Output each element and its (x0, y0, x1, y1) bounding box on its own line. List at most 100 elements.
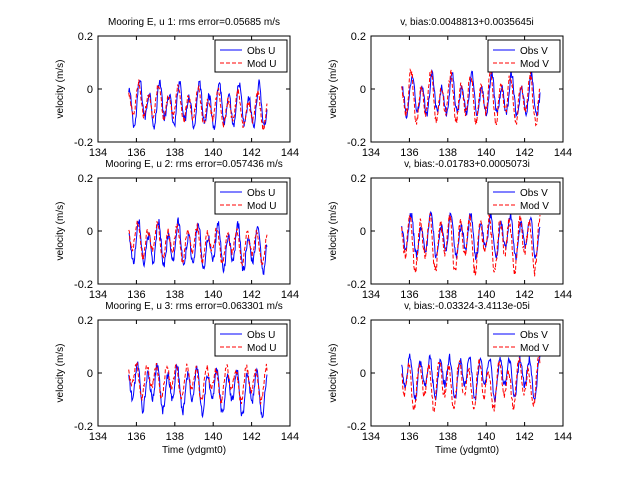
y-axis-label: velocity (m/s) (55, 202, 66, 261)
legend: Obs U Mod U (214, 181, 288, 215)
legend-box (487, 39, 561, 73)
y-tick-label: 0 (87, 368, 93, 380)
x-tick-label: 138 (166, 289, 184, 301)
x-tick-label: 142 (515, 147, 533, 159)
x-tick-label: 142 (242, 431, 260, 443)
series-lines (128, 217, 268, 276)
y-axis-label: velocity (m/s) (55, 344, 66, 403)
chart-title: v, bias:-0.01783+0.0005073i (404, 159, 530, 170)
legend-label: Obs U (247, 46, 275, 57)
y-tick-label: 0 (360, 84, 366, 96)
chart-title: Mooring E, u 1: rms error=0.05685 m/s (108, 17, 280, 28)
x-tick-label: 136 (400, 289, 418, 301)
series-line-obs-v (401, 210, 541, 261)
x-tick-label: 144 (281, 147, 299, 159)
chart-panel-2: 134 136 138 140 142 144 -0.2 0 0.2 v, bias:0.0048… (328, 17, 572, 159)
legend-label: Mod V (520, 59, 549, 70)
y-tick-label: 0.2 (78, 31, 93, 43)
x-tick-label: 138 (166, 147, 184, 159)
chart-title: v, bias:0.0048813+0.0035645i (400, 17, 534, 28)
x-tick-label: 134 (362, 289, 380, 301)
legend-box (214, 39, 288, 73)
x-tick-label: 144 (281, 431, 299, 443)
x-tick-label: 134 (362, 431, 380, 443)
legend-label: Obs V (520, 46, 548, 57)
x-tick-label: 140 (477, 431, 495, 443)
y-tick-label: 0 (360, 226, 366, 238)
x-axis-label: Time (ydgmt0) (435, 445, 499, 456)
series-lines (401, 353, 541, 414)
x-tick-label: 134 (89, 289, 107, 301)
x-axis-label: Time (ydgmt0) (162, 445, 226, 456)
legend-label: Obs V (520, 330, 548, 341)
legend: Obs V Mod V (487, 181, 561, 215)
x-tick-label: 134 (89, 147, 107, 159)
x-tick-label: 142 (515, 289, 533, 301)
legend-label: Obs V (520, 188, 548, 199)
legend-box (487, 323, 561, 357)
x-tick-label: 140 (477, 147, 495, 159)
legend-label: Mod U (247, 201, 276, 212)
y-tick-label: -0.2 (347, 421, 366, 433)
y-tick-label: -0.2 (347, 137, 366, 149)
x-tick-label: 144 (554, 289, 572, 301)
x-tick-label: 138 (166, 431, 184, 443)
x-tick-label: 136 (400, 431, 418, 443)
x-tick-label: 138 (439, 147, 457, 159)
x-tick-label: 144 (554, 147, 572, 159)
series-line-obs-u (128, 361, 268, 419)
x-tick-label: 144 (554, 431, 572, 443)
y-tick-label: 0.2 (351, 173, 366, 185)
y-axis-label: velocity (m/s) (328, 344, 339, 403)
legend-label: Mod U (247, 59, 276, 70)
series-line-mod-v (401, 213, 541, 277)
x-tick-label: 138 (439, 431, 457, 443)
legend: Obs V Mod V (487, 39, 561, 73)
x-tick-label: 140 (477, 289, 495, 301)
y-axis-label: velocity (m/s) (55, 60, 66, 119)
x-tick-label: 144 (281, 289, 299, 301)
y-tick-label: 0.2 (351, 315, 366, 327)
y-tick-label: 0.2 (78, 315, 93, 327)
x-tick-label: 140 (204, 289, 222, 301)
series-line-mod-v (401, 68, 541, 127)
x-tick-label: 140 (204, 147, 222, 159)
series-lines (128, 79, 268, 131)
x-tick-label: 138 (439, 289, 457, 301)
chart-title: v, bias:-0.03324-3.4113e-05i (404, 301, 530, 312)
chart-panel-3: 134 136 138 140 142 144 -0.2 0 0.2 Mooring E, u 2… (55, 159, 299, 301)
legend-box (214, 323, 288, 357)
series-line-mod-u (128, 79, 268, 131)
y-tick-label: -0.2 (347, 279, 366, 291)
series-lines (128, 361, 268, 419)
y-tick-label: 0.2 (78, 173, 93, 185)
series-line-mod-u (128, 220, 268, 267)
legend-label: Obs U (247, 188, 275, 199)
x-tick-label: 136 (127, 431, 145, 443)
series-lines (401, 68, 541, 127)
chart-panel-6: 134 136 138 140 142 144 -0.2 0 0.2 v, bias:-0.033… (328, 301, 572, 456)
x-tick-label: 134 (362, 147, 380, 159)
y-tick-label: 0 (87, 84, 93, 96)
legend-label: Mod V (520, 201, 549, 212)
chart-title: Mooring E, u 3: rms error=0.063301 m/s (105, 301, 283, 312)
y-tick-label: -0.2 (74, 421, 93, 433)
chart-panel-1: 134 136 138 140 142 144 -0.2 0 0.2 Mooring E, u 1… (55, 17, 299, 159)
x-tick-label: 136 (127, 289, 145, 301)
legend: Obs U Mod U (214, 39, 288, 73)
y-axis-label: velocity (m/s) (328, 60, 339, 119)
y-tick-label: 0 (360, 368, 366, 380)
legend: Obs V Mod V (487, 323, 561, 357)
x-tick-label: 134 (89, 431, 107, 443)
series-line-mod-v (401, 354, 541, 414)
legend: Obs U Mod U (214, 323, 288, 357)
x-tick-label: 142 (242, 147, 260, 159)
chart-panel-4: 134 136 138 140 142 144 -0.2 0 0.2 v, bias:-0.017… (328, 159, 572, 301)
x-tick-label: 136 (127, 147, 145, 159)
chart-title: Mooring E, u 2: rms error=0.057436 m/s (105, 159, 283, 170)
chart-panel-5: 134 136 138 140 142 144 -0.2 0 0.2 Mooring E, u 3… (55, 301, 299, 456)
legend-label: Mod V (520, 343, 549, 354)
y-tick-label: -0.2 (74, 137, 93, 149)
legend-label: Mod U (247, 343, 276, 354)
